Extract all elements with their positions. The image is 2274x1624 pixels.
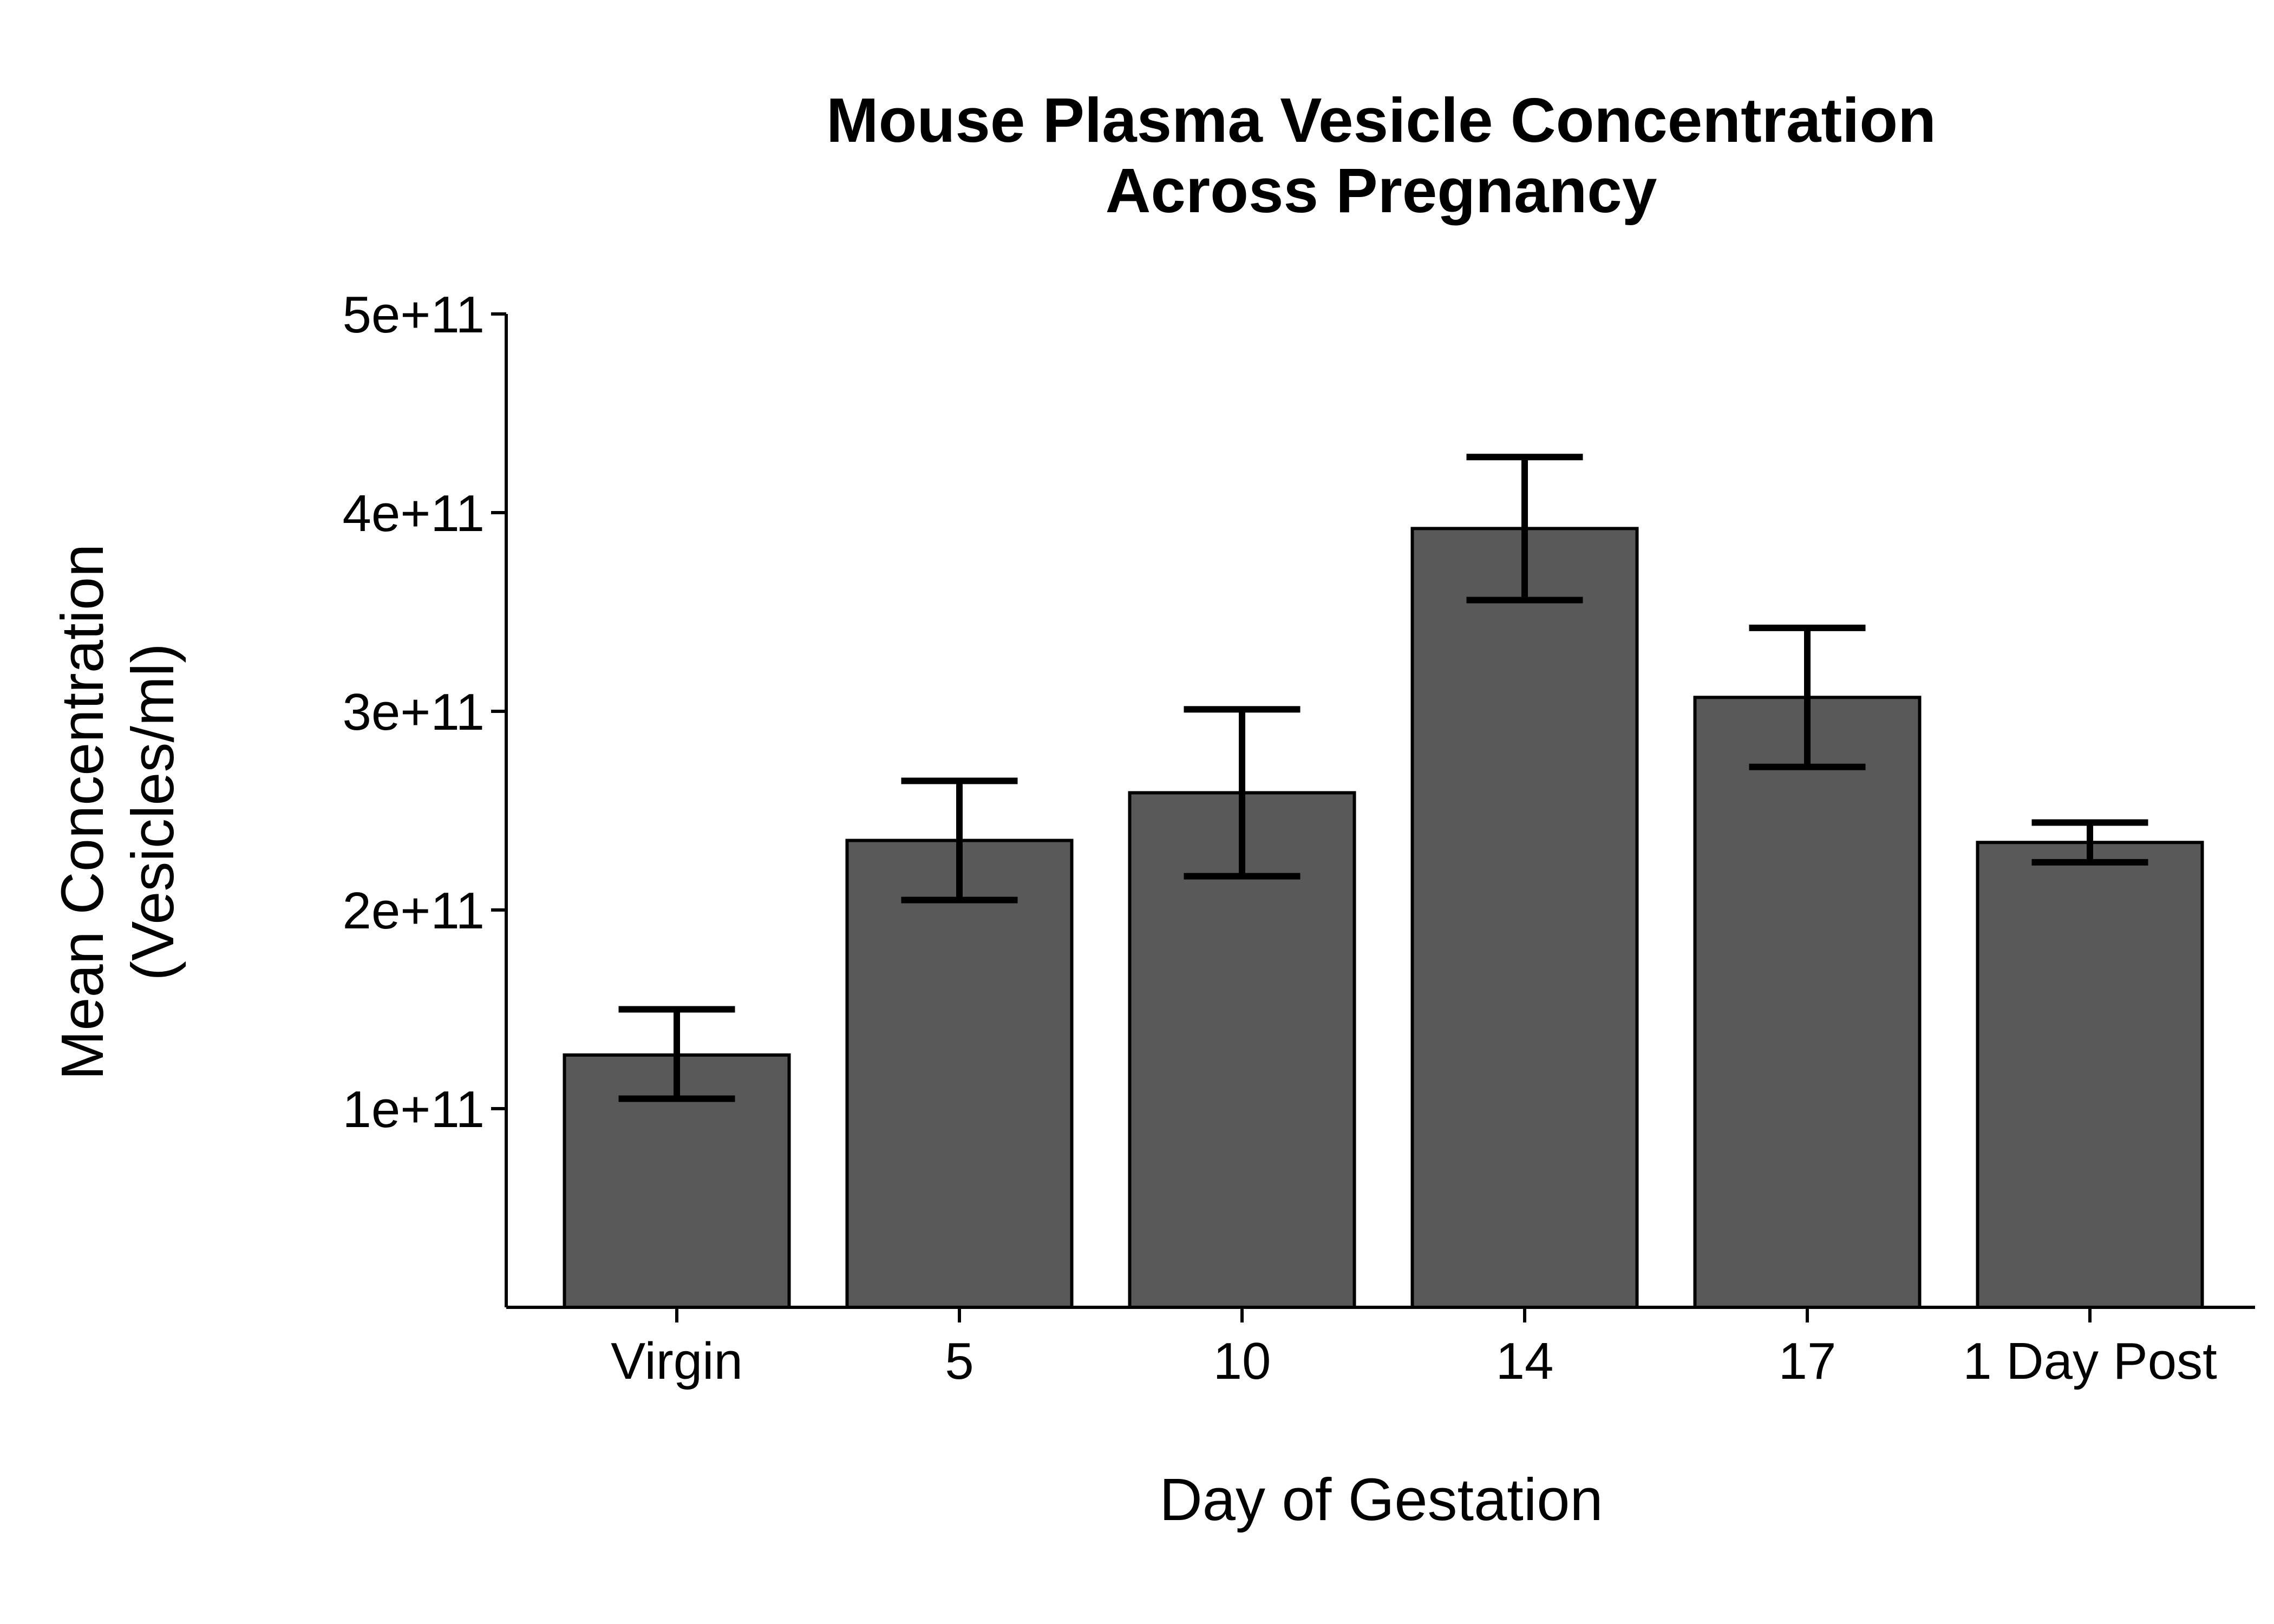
chart-title-line-1: Mouse Plasma Vesicle Concentration — [826, 85, 1936, 155]
y-axis-label-line-2: (Vesicles/ml) — [120, 643, 186, 980]
y-tick-label-1: 2e+11 — [343, 882, 485, 940]
x-tick-label-4: 17 — [1779, 1332, 1837, 1390]
x-axis-label: Day of Gestation — [1159, 1466, 1603, 1533]
y-tick-label-4: 5e+11 — [343, 286, 485, 344]
y-axis-label-line-1: Mean Concentration — [49, 544, 116, 1081]
x-tick-label-0: Virgin — [611, 1332, 743, 1390]
plot-area: 1e+11 2e+11 3e+11 4e+11 5e+11 Virgin 5 10 14 17 1 … — [343, 286, 2255, 1390]
bar-3 — [1410, 527, 1639, 1309]
x-tick-label-3: 14 — [1496, 1332, 1554, 1390]
y-axis-label: Mean Concentration (Vesicles/ml) — [49, 544, 186, 1081]
y-tick-label-0: 1e+11 — [343, 1081, 485, 1138]
y-tick-label-2: 3e+11 — [343, 683, 485, 741]
y-tick-label-3: 4e+11 — [343, 484, 485, 542]
x-tick-label-5: 1 Day Post — [1963, 1332, 2217, 1390]
x-tick-label-2: 10 — [1213, 1332, 1271, 1390]
chart-title-line-2: Across Pregnancy — [1106, 155, 1657, 226]
bar-1 — [845, 839, 1074, 1309]
bar-4 — [1693, 696, 1922, 1309]
x-tick-label-1: 5 — [945, 1332, 973, 1390]
bar-5 — [1976, 841, 2204, 1309]
